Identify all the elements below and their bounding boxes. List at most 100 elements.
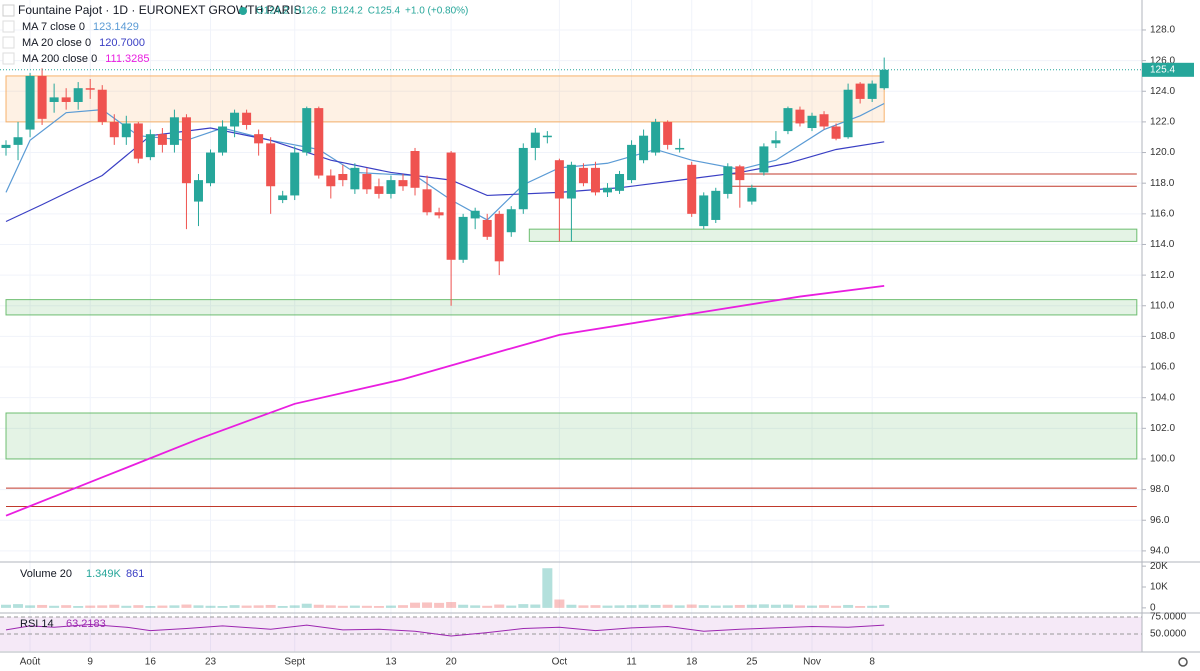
volume-bar: [301, 603, 312, 608]
y-tick-label: 20K: [1150, 561, 1168, 572]
volume-bar: [686, 604, 697, 608]
volume-bar: [650, 604, 661, 608]
x-tick-label: Août: [20, 657, 41, 668]
volume-bar: [602, 605, 613, 608]
x-tick-label: Sept: [284, 657, 305, 668]
candle-body: [133, 123, 143, 159]
candle-body: [795, 109, 805, 124]
volume-bar: [458, 604, 469, 608]
volume-bar: [746, 604, 757, 608]
candle-body: [145, 134, 155, 158]
candle-body: [157, 134, 167, 145]
volume-bar: [566, 604, 577, 608]
volume-bar: [25, 605, 36, 608]
volume-bar: [205, 605, 216, 608]
y-tick-label: 102.0: [1150, 423, 1175, 434]
candle-body: [723, 166, 733, 194]
candle-body: [879, 69, 889, 89]
x-tick-label: Oct: [552, 657, 568, 668]
x-tick-label: 18: [686, 657, 698, 668]
ma-line: [5, 284, 885, 517]
candle-body: [867, 83, 877, 99]
y-tick-label: 50.0000: [1150, 629, 1187, 640]
volume-bar: [698, 605, 709, 608]
candle-body: [771, 140, 781, 144]
candle-body: [615, 173, 625, 191]
volume-bar: [145, 605, 156, 608]
candle-body: [831, 126, 841, 139]
volume-bar: [13, 604, 24, 608]
volume-bar: [722, 605, 733, 608]
ohlc-value: C125.4: [368, 6, 401, 17]
volume-bar: [229, 605, 240, 608]
candle-body: [85, 88, 95, 90]
y-tick-label: 120.0: [1150, 147, 1175, 158]
y-tick-label: 128.0: [1150, 25, 1175, 36]
candle-body: [169, 117, 179, 145]
y-tick-label: 112.0: [1150, 270, 1175, 281]
y-tick-label: 106.0: [1150, 362, 1175, 373]
volume-bar: [662, 604, 673, 608]
candle-body: [494, 213, 504, 262]
candle-body: [566, 164, 576, 199]
volume-ma: 861: [126, 568, 144, 580]
candle-body: [350, 167, 360, 190]
volume-bar: [819, 605, 830, 608]
candle-body: [362, 173, 372, 190]
candle-body: [25, 75, 35, 130]
candle-body: [747, 187, 757, 202]
ohlc-value: H126.2: [294, 6, 327, 17]
volume-bar: [241, 605, 252, 608]
candle-body: [711, 190, 721, 220]
y-tick-label: 96.0: [1150, 515, 1170, 526]
rsi-line: [5, 623, 885, 637]
volume-bar: [794, 605, 805, 608]
legend-box: [2, 36, 15, 49]
last-price-box: [1142, 62, 1194, 77]
rsi-value: 63.2183: [66, 618, 106, 630]
volume-bar: [855, 605, 866, 608]
candle-body: [735, 166, 745, 181]
ohlc-value: B124.2: [331, 6, 363, 17]
last-price-label: 125.4: [1150, 64, 1175, 75]
candle-body: [422, 189, 432, 213]
volume-bar: [253, 605, 264, 608]
legend-box: [2, 20, 15, 33]
volume-bar: [181, 604, 192, 608]
y-tick-label: 116.0: [1150, 208, 1175, 219]
y-tick-label: 94.0: [1150, 546, 1170, 557]
candle-body: [374, 186, 384, 194]
candle-body: [181, 117, 191, 184]
y-tick-label: 100.0: [1150, 454, 1175, 465]
candle-body: [206, 152, 216, 184]
zone: [528, 228, 1138, 242]
y-tick-label: 108.0: [1150, 331, 1175, 342]
settings-icon[interactable]: [1178, 657, 1188, 667]
candle-body: [254, 134, 264, 144]
x-tick-label: 25: [746, 657, 758, 668]
x-tick-label: 11: [626, 657, 637, 668]
candle-body: [759, 146, 769, 173]
volume-bar: [169, 605, 180, 608]
volume-name: Volume 20: [20, 568, 72, 580]
x-tick-label: Nov: [803, 657, 821, 668]
candle-body: [278, 195, 288, 201]
candle-body: [699, 195, 709, 227]
candle-body: [338, 173, 348, 181]
candle-body: [398, 180, 408, 187]
legend-value: 123.1429: [93, 21, 139, 33]
volume-bar: [710, 605, 721, 608]
candle-body: [530, 132, 540, 148]
volume-bar: [337, 605, 348, 608]
legend-name: MA 200 close 0: [22, 53, 97, 65]
volume-bar: [410, 602, 421, 608]
volume-bar: [217, 605, 228, 608]
volume-bar: [37, 604, 48, 608]
chart-title: Fountaine Pajot · 1D · EURONEXT GROWTH P…: [18, 3, 302, 17]
rsi-name: RSI 14: [20, 618, 54, 630]
y-tick-label: 126.0: [1150, 55, 1175, 66]
volume-bar: [446, 602, 457, 608]
collapse-button[interactable]: [2, 4, 15, 17]
volume-bar: [482, 605, 493, 608]
